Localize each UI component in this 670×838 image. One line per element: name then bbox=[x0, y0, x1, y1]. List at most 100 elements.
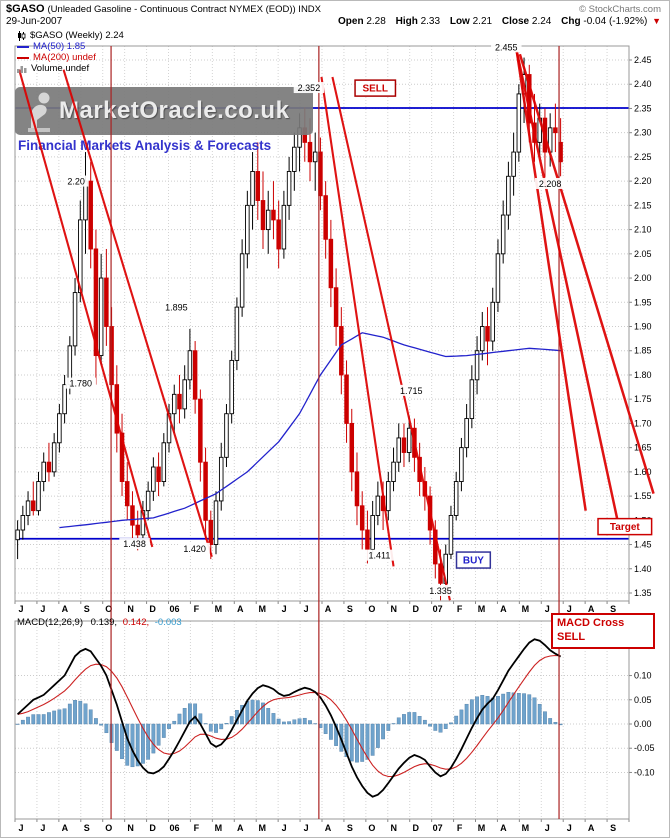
low-value: 2.21 bbox=[472, 16, 493, 27]
legend-series-label: $GASO (Weekly) 2.24 bbox=[30, 30, 124, 41]
svg-text:S: S bbox=[84, 823, 90, 833]
svg-text:1.95: 1.95 bbox=[634, 297, 652, 307]
svg-text:F: F bbox=[194, 604, 200, 614]
macd-params-label: MACD(12,26,9) bbox=[17, 617, 83, 628]
svg-text:M: M bbox=[478, 604, 486, 614]
marketoracle-watermark: MarketOracle.co.uk bbox=[15, 87, 313, 135]
macd-axis: -0.10 -0.05 0.00 0.05 0.10 bbox=[629, 671, 655, 777]
svg-text:S: S bbox=[84, 604, 90, 614]
svg-text:J: J bbox=[567, 823, 572, 833]
svg-text:M: M bbox=[522, 604, 530, 614]
svg-text:1.60: 1.60 bbox=[634, 467, 652, 477]
price-legend: $GASO (Weekly) 2.24 MA(50) 1.85 MA(200) … bbox=[17, 30, 124, 74]
svg-text:2.35: 2.35 bbox=[634, 103, 652, 113]
svg-text:N: N bbox=[391, 604, 398, 614]
svg-text:N: N bbox=[127, 823, 134, 833]
change-down-arrow-icon: ▼ bbox=[652, 16, 661, 26]
svg-text:J: J bbox=[40, 604, 45, 614]
macd-histogram bbox=[15, 692, 563, 768]
candlestick-series-icon bbox=[18, 30, 26, 41]
legend-series-row: $GASO (Weekly) 2.24 bbox=[17, 30, 124, 41]
svg-text:S: S bbox=[347, 823, 353, 833]
ma200-line-icon bbox=[17, 56, 29, 59]
svg-text:A: A bbox=[237, 604, 244, 614]
svg-text:J: J bbox=[304, 823, 309, 833]
svg-text:2.15: 2.15 bbox=[634, 200, 652, 210]
macd-signal-line bbox=[17, 654, 561, 778]
marketoracle-thinker-icon bbox=[28, 92, 50, 132]
svg-text:O: O bbox=[368, 823, 375, 833]
macd-cross-line2: SELL bbox=[557, 630, 586, 643]
macd-value: 0.139, bbox=[90, 617, 118, 628]
svg-text:S: S bbox=[610, 604, 616, 614]
svg-text:D: D bbox=[412, 604, 419, 614]
volume-bars-icon bbox=[17, 66, 27, 73]
svg-text:A: A bbox=[588, 604, 595, 614]
macd-hist-value: -0.003 bbox=[154, 617, 182, 628]
legend-ma200-row: MA(200) undef bbox=[17, 52, 124, 63]
svg-text:1.40: 1.40 bbox=[634, 564, 652, 574]
svg-text:2.05: 2.05 bbox=[634, 249, 652, 259]
svg-text:07: 07 bbox=[433, 604, 443, 614]
svg-text:M: M bbox=[522, 823, 530, 833]
macd-signal-value: 0.142, bbox=[122, 617, 150, 628]
svg-text:1.35: 1.35 bbox=[634, 588, 652, 598]
svg-text:D: D bbox=[149, 823, 156, 833]
svg-text:0.00: 0.00 bbox=[634, 719, 652, 729]
svg-text:A: A bbox=[500, 604, 507, 614]
svg-text:06: 06 bbox=[169, 823, 179, 833]
macd-panel-border bbox=[14, 620, 630, 820]
chart-date: 29-Jun-2007 bbox=[6, 16, 63, 27]
legend-volume-row: Volume undef bbox=[17, 63, 124, 74]
open-label: Open bbox=[338, 16, 364, 27]
svg-text:O: O bbox=[105, 823, 112, 833]
svg-text:F: F bbox=[457, 823, 463, 833]
svg-text:2.10: 2.10 bbox=[634, 225, 652, 235]
low-label: Low bbox=[449, 16, 470, 27]
svg-text:J: J bbox=[545, 604, 550, 614]
ma50-line-icon bbox=[17, 45, 29, 48]
svg-text:2.30: 2.30 bbox=[634, 128, 652, 138]
chart-title-row: $GASO (Unleaded Gasoline - Continuous Co… bbox=[6, 3, 661, 15]
svg-text:F: F bbox=[457, 604, 463, 614]
svg-text:A: A bbox=[62, 823, 69, 833]
macd-line bbox=[16, 638, 562, 798]
svg-text:0.05: 0.05 bbox=[634, 695, 652, 705]
svg-text:N: N bbox=[127, 604, 134, 614]
svg-text:J: J bbox=[282, 823, 287, 833]
svg-text:2.45: 2.45 bbox=[634, 55, 652, 65]
price-axis: 1.35 1.40 1.45 1.50 1.55 1.60 1.65 1.70 1.75 1.80… bbox=[629, 55, 652, 598]
svg-text:1.55: 1.55 bbox=[634, 491, 652, 501]
svg-text:2.40: 2.40 bbox=[634, 79, 652, 89]
svg-text:-0.05: -0.05 bbox=[634, 743, 655, 753]
quote-row: 29-Jun-2007 Open 2.28 High 2.33 Low 2.21… bbox=[6, 16, 661, 27]
svg-text:J: J bbox=[545, 823, 550, 833]
svg-text:D: D bbox=[149, 604, 156, 614]
legend-ma50-label: MA(50) 1.85 bbox=[33, 41, 86, 52]
svg-text:O: O bbox=[105, 604, 112, 614]
svg-text:1.65: 1.65 bbox=[634, 443, 652, 453]
svg-text:06: 06 bbox=[169, 604, 179, 614]
svg-text:1.50: 1.50 bbox=[634, 515, 652, 525]
svg-text:A: A bbox=[325, 823, 332, 833]
legend-volume-label: Volume undef bbox=[31, 63, 90, 74]
svg-text:A: A bbox=[62, 604, 69, 614]
svg-text:A: A bbox=[237, 823, 244, 833]
svg-text:1.75: 1.75 bbox=[634, 394, 652, 404]
month-axis: J J J J A A S S O O N N D D 06 06 F F M M A A M M J J J J A A S S O O N N D D… bbox=[14, 601, 630, 833]
svg-text:-0.10: -0.10 bbox=[634, 767, 655, 777]
svg-text:M: M bbox=[258, 604, 266, 614]
svg-text:S: S bbox=[347, 604, 353, 614]
svg-text:07: 07 bbox=[433, 823, 443, 833]
chg-label: Chg bbox=[561, 16, 581, 27]
svg-text:O: O bbox=[368, 604, 375, 614]
watermark-subtitle: Financial Markets Analysis & Forecasts bbox=[18, 138, 272, 153]
svg-text:J: J bbox=[40, 823, 45, 833]
svg-text:M: M bbox=[478, 823, 486, 833]
svg-text:1.45: 1.45 bbox=[634, 540, 652, 550]
svg-text:1.70: 1.70 bbox=[634, 418, 652, 428]
svg-text:A: A bbox=[500, 823, 507, 833]
svg-text:S: S bbox=[610, 823, 616, 833]
chg-value: -0.04 (-1.92%) bbox=[583, 16, 648, 27]
